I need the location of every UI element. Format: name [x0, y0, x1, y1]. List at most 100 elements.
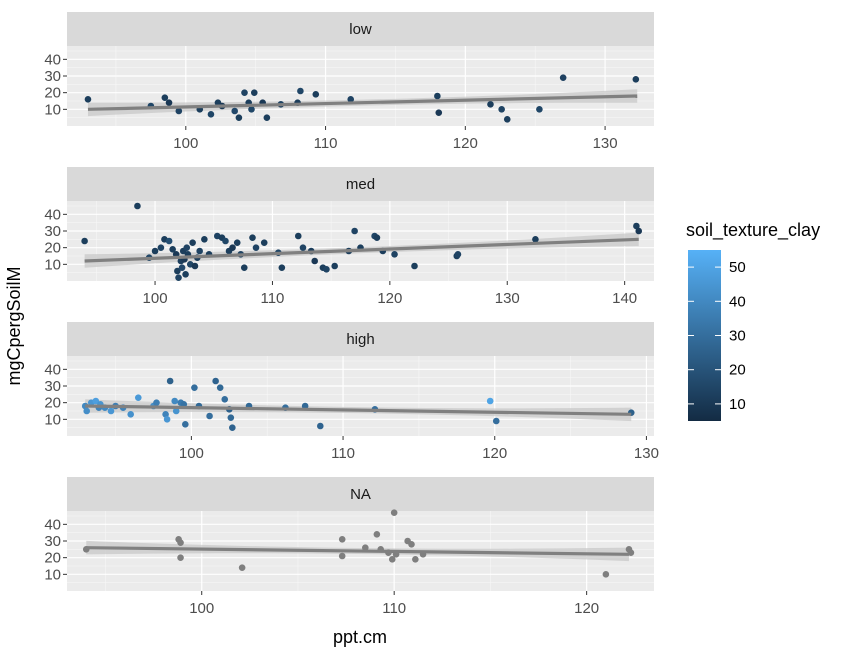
data-point: [175, 274, 182, 281]
trend-line: [87, 94, 638, 111]
data-point: [157, 244, 165, 251]
data-point: [92, 397, 100, 405]
facet-strip: [67, 477, 654, 511]
data-point: [362, 544, 369, 551]
legend-tick-label: 20: [729, 362, 746, 379]
x-tick-label: 100: [173, 135, 198, 152]
legend-tick-label: 40: [729, 293, 746, 310]
data-point: [498, 106, 505, 113]
x-tick-label: 120: [453, 135, 478, 152]
y-tick-label: 20: [44, 85, 61, 102]
data-point: [486, 397, 494, 405]
data-point: [171, 397, 178, 405]
x-tick-label: 140: [612, 290, 637, 307]
data-point: [153, 399, 160, 406]
data-point: [503, 116, 511, 123]
data-point: [81, 237, 88, 245]
data-point: [134, 202, 141, 210]
data-point: [196, 247, 203, 255]
data-point: [627, 549, 635, 556]
data-point: [191, 262, 199, 270]
data-point: [391, 251, 398, 258]
facet-strip-label: high: [346, 331, 374, 348]
legend-title: soil_texture_clay: [686, 220, 820, 241]
x-tick-label: 110: [382, 600, 406, 617]
data-point: [278, 264, 286, 271]
data-point: [299, 244, 307, 251]
data-point: [252, 244, 260, 251]
y-tick-label: 10: [44, 566, 61, 583]
data-point: [127, 411, 135, 418]
data-point: [161, 94, 169, 101]
data-point: [312, 91, 320, 98]
data-point: [260, 239, 268, 246]
data-point: [408, 541, 415, 548]
panel-background: [67, 46, 654, 126]
data-point: [323, 266, 330, 273]
x-tick-label: 130: [593, 135, 618, 152]
data-point: [151, 247, 159, 255]
color-legend: soil_texture_clay 10 20 30 40 50: [686, 220, 820, 421]
data-point: [206, 412, 213, 420]
data-point: [165, 99, 173, 106]
x-tick-label: 100: [179, 445, 204, 462]
data-point: [172, 407, 180, 415]
data-point: [263, 114, 271, 121]
x-tick-label: 130: [495, 290, 520, 307]
data-point: [412, 556, 419, 563]
y-tick-label: 20: [44, 240, 61, 257]
data-point: [351, 227, 358, 235]
data-point: [166, 377, 174, 385]
facet-strip-label: NA: [350, 486, 371, 503]
x-tick-label: 100: [189, 600, 214, 617]
y-tick-label: 10: [44, 411, 61, 428]
legend-tick-label: 50: [729, 259, 746, 276]
data-point: [373, 234, 381, 241]
facet-strip-label: med: [346, 176, 375, 193]
y-tick-label: 30: [44, 223, 61, 240]
data-point: [248, 106, 255, 113]
data-point: [178, 264, 186, 271]
data-point: [492, 417, 500, 425]
data-point: [177, 554, 184, 561]
data-point: [388, 556, 396, 563]
data-point: [165, 237, 173, 245]
trend-line: [86, 546, 629, 556]
data-point: [169, 246, 176, 253]
legend-tick-label: 30: [729, 328, 746, 345]
y-tick-label: 40: [44, 516, 61, 533]
data-point: [233, 239, 241, 246]
x-tick-label: 110: [260, 290, 284, 307]
data-point: [633, 222, 640, 230]
y-tick-label: 20: [44, 395, 61, 412]
legend-tick-label: 10: [729, 396, 746, 413]
data-point: [182, 271, 189, 278]
data-point: [174, 267, 181, 275]
data-point: [536, 106, 543, 113]
data-point: [182, 421, 189, 428]
data-point: [347, 96, 355, 103]
data-point: [297, 87, 304, 95]
data-point: [532, 236, 539, 243]
data-point: [311, 257, 319, 265]
data-point: [238, 564, 246, 571]
data-point: [175, 107, 183, 115]
data-point: [338, 552, 346, 560]
x-tick-label: 110: [331, 445, 355, 462]
data-point: [411, 262, 418, 270]
facet-strip: [67, 12, 654, 46]
y-tick-label: 10: [44, 256, 61, 273]
data-point: [189, 239, 196, 246]
panel-background: [67, 356, 654, 436]
data-point: [454, 251, 462, 258]
data-point: [559, 74, 567, 81]
x-tick-label: 100: [143, 290, 168, 307]
trend-line: [85, 404, 632, 416]
data-point: [250, 89, 258, 96]
